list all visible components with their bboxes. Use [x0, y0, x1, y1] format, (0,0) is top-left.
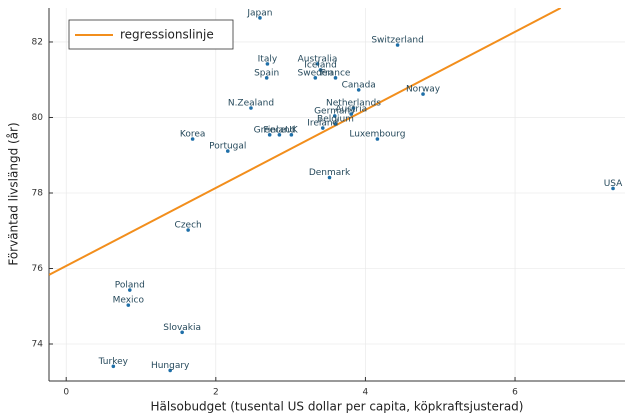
data-point: [356, 88, 361, 92]
legend: regressionslinje: [68, 19, 234, 50]
point-label: Iceland: [304, 60, 337, 70]
y-tick-label: 74: [32, 340, 44, 350]
data-point: [265, 62, 270, 66]
point-label: Korea: [180, 130, 206, 140]
legend-label: regressionslinje: [120, 28, 214, 42]
point-label: N.Zealand: [228, 99, 274, 109]
y-tick-label: 80: [32, 113, 44, 123]
point-label: Turkey: [98, 357, 129, 367]
x-tick-label: 0: [63, 388, 69, 398]
y-axis-label: Förväntad livslängd (år): [7, 122, 21, 265]
point-label: Greece: [254, 125, 286, 135]
point-label: Mexico: [113, 296, 145, 306]
point-label: Spain: [254, 68, 279, 78]
data-point: [320, 126, 325, 130]
data-point: [277, 133, 282, 137]
x-tick-label: 4: [363, 388, 369, 398]
data-point: [289, 133, 294, 137]
data-point: [421, 92, 425, 96]
y-tick-label: 82: [32, 37, 43, 47]
point-label: Norway: [406, 85, 441, 95]
data-point: [258, 16, 262, 20]
x-axis-label: Hälsobudget (tusental US dollar per capi…: [151, 400, 524, 414]
data-point: [611, 186, 615, 191]
data-point: [332, 114, 337, 118]
point-label: Finland: [263, 125, 295, 135]
data-point: [333, 76, 338, 80]
data-point: [190, 137, 195, 141]
data-point: [249, 106, 253, 110]
data-point: [327, 175, 332, 180]
point-label: Slovakia: [163, 323, 201, 333]
point-label: Germany: [314, 106, 356, 116]
point-label: France: [321, 68, 351, 78]
point-label: UK: [285, 125, 299, 135]
data-point: [126, 303, 131, 307]
point-label: Belgium: [317, 114, 354, 124]
data-point: [375, 137, 380, 141]
data-point: [180, 330, 184, 335]
point-label: Italy: [258, 54, 278, 64]
data-point: [264, 76, 269, 80]
point-label: Denmark: [309, 168, 351, 178]
data-point: [351, 106, 356, 110]
regression-line: [49, 8, 562, 276]
data-point: [315, 62, 320, 66]
point-label: Luxembourg: [349, 130, 405, 140]
data-point: [267, 133, 272, 137]
point-label: Austria: [335, 105, 367, 115]
data-point: [313, 76, 318, 80]
data-point: [186, 228, 190, 232]
point-label: Japan: [246, 8, 272, 18]
point-label: Sweden: [298, 68, 334, 78]
point-label: Switzerland: [371, 35, 424, 45]
data-point: [349, 112, 354, 116]
x-tick-label: 2: [213, 388, 219, 398]
point-label: Netherlands: [326, 99, 381, 109]
y-tick-label: 78: [32, 188, 44, 198]
point-label: Portugal: [209, 142, 246, 152]
point-label: Canada: [342, 80, 376, 90]
point-label: Hungary: [151, 361, 190, 371]
data-point: [318, 68, 323, 72]
data-point: [333, 122, 338, 126]
point-label: Poland: [115, 281, 145, 291]
data-point: [127, 288, 132, 292]
data-point: [395, 43, 400, 47]
point-label: Czech: [175, 220, 202, 230]
point-label: Ireland: [307, 119, 338, 129]
point-label: USA: [604, 179, 623, 189]
data-point: [111, 364, 116, 369]
data-point: [168, 368, 172, 373]
x-tick-label: 6: [512, 388, 518, 398]
data-point: [225, 149, 230, 153]
point-label: Australia: [298, 54, 338, 64]
y-tick-label: 76: [32, 264, 44, 274]
